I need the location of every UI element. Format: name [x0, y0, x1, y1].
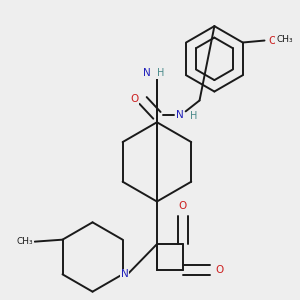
Text: N: N: [176, 110, 184, 120]
Text: N: N: [143, 68, 151, 78]
Text: N: N: [121, 269, 128, 279]
Text: O: O: [178, 202, 187, 212]
Text: O: O: [215, 265, 224, 275]
Text: H: H: [157, 68, 165, 78]
Text: CH₃: CH₃: [276, 35, 292, 44]
Text: H: H: [190, 111, 197, 121]
Text: O: O: [268, 35, 277, 46]
Text: O: O: [130, 94, 138, 104]
Text: CH₃: CH₃: [16, 237, 33, 246]
